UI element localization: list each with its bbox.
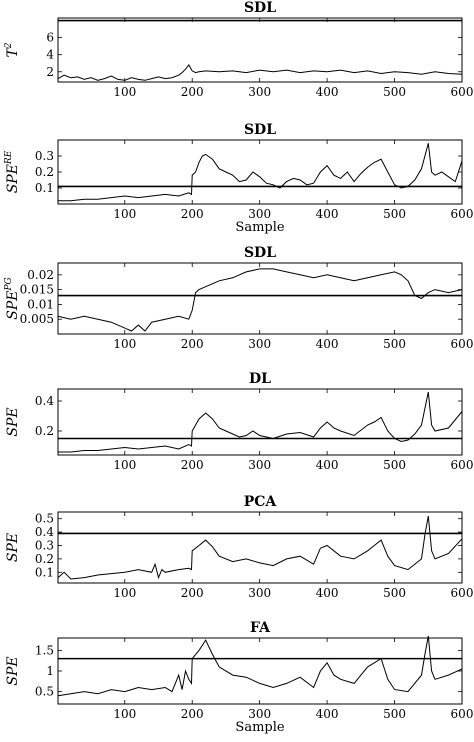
x-tick-label: 300 xyxy=(248,85,271,99)
y-tick-label: 0.1 xyxy=(35,565,54,579)
x-tick-label: 400 xyxy=(316,586,339,600)
plot-frame xyxy=(57,139,463,205)
x-tick-label: 600 xyxy=(451,586,474,600)
y-tick-label: 1.5 xyxy=(35,643,54,657)
series-line-1 xyxy=(57,635,463,697)
panel-1: SDL 100 200 300 400 500 600 2 4 6 T2 xyxy=(4,0,473,99)
y-tick-label: 0.2 xyxy=(35,165,54,179)
y-axis-label: SPERE xyxy=(4,150,21,193)
x-tick-label: 500 xyxy=(383,707,406,721)
x-tick-label: 600 xyxy=(451,337,474,351)
series-line-1 xyxy=(58,143,463,202)
y-tick-label: 0.015 xyxy=(20,283,54,297)
x-tick-label: 600 xyxy=(451,707,474,721)
y-tick-label: 0.02 xyxy=(27,268,54,282)
x-tick-label: 200 xyxy=(181,586,204,600)
panel-title: PCA xyxy=(244,494,278,510)
panel-5: PCA 100 200 300 400 500 600 0.10.20.30.40.5 SPE xyxy=(5,494,473,600)
y-tick-label: 4 xyxy=(46,48,54,62)
x-tick-label: 500 xyxy=(383,458,406,472)
x-tick-label: 400 xyxy=(316,207,339,221)
y-axis-label: SPE xyxy=(5,407,21,436)
series-line-1 xyxy=(58,391,463,453)
x-tick-label: 200 xyxy=(181,85,204,99)
x-tick-label: 600 xyxy=(451,85,474,99)
y-tick-label: 0.4 xyxy=(35,394,54,408)
x-axis-label: Sample xyxy=(235,720,284,735)
x-tick-label: 500 xyxy=(383,337,406,351)
panel-title: SDL xyxy=(244,122,276,138)
series-line-1 xyxy=(57,63,463,81)
panel-title: FA xyxy=(250,620,271,636)
x-tick-label: 300 xyxy=(248,707,271,721)
x-tick-label: 600 xyxy=(451,207,474,221)
panel-title: SDL xyxy=(244,245,276,261)
x-tick-label: 300 xyxy=(248,207,271,221)
y-tick-label: 0.01 xyxy=(27,297,54,311)
x-tick-label: 100 xyxy=(113,707,136,721)
x-tick-label: 100 xyxy=(113,207,136,221)
series-line-1 xyxy=(57,515,463,580)
x-tick-label: 500 xyxy=(383,586,406,600)
panel-4: DL 100 200 300 400 500 600 0.2 0.4 SPE xyxy=(5,371,473,472)
x-tick-label: 500 xyxy=(383,207,406,221)
panel-6: FA 100 200 300 400 500 600 0.5 1 1.5 SPE Sample xyxy=(5,620,473,735)
y-tick-label: 0.5 xyxy=(35,685,54,699)
x-tick-label: 400 xyxy=(316,707,339,721)
y-axis-label: SPEPG xyxy=(4,277,21,319)
plot-frame xyxy=(57,262,463,335)
y-tick-label: 6 xyxy=(46,31,54,45)
x-tick-label: 500 xyxy=(383,85,406,99)
x-tick-label: 100 xyxy=(113,586,136,600)
panel-2: SDL 100 200 300 400 500 600 0.1 0.2 0.3 SPERE Sampl… xyxy=(4,122,473,235)
y-axis-label: SPE xyxy=(5,533,21,562)
x-tick-label: 300 xyxy=(248,337,271,351)
x-tick-label: 600 xyxy=(451,458,474,472)
y-tick-label: 0.4 xyxy=(35,525,54,539)
x-tick-label: 200 xyxy=(181,458,204,472)
x-tick-label: 400 xyxy=(316,85,339,99)
x-tick-label: 300 xyxy=(248,458,271,472)
y-tick-label: 1 xyxy=(46,664,54,678)
y-tick-label: 0.5 xyxy=(35,512,54,526)
x-tick-label: 200 xyxy=(181,207,204,221)
y-tick-label: 0.3 xyxy=(35,149,54,163)
y-tick-label: 0.005 xyxy=(20,312,54,326)
x-tick-label: 100 xyxy=(113,337,136,351)
x-tick-label: 400 xyxy=(316,337,339,351)
y-tick-label: 0.2 xyxy=(35,552,54,566)
y-tick-label: 0.3 xyxy=(35,538,54,552)
plot-frame xyxy=(57,637,463,705)
x-tick-label: 200 xyxy=(181,337,204,351)
y-tick-label: 0.2 xyxy=(35,424,54,438)
panel-title: SDL xyxy=(244,0,276,16)
y-tick-label: 0.1 xyxy=(35,181,54,195)
x-axis-label: Sample xyxy=(235,220,284,235)
y-tick-label: 2 xyxy=(46,65,54,79)
y-axis-label: T2 xyxy=(4,42,21,57)
x-tick-label: 100 xyxy=(113,458,136,472)
plot-frame xyxy=(57,511,463,584)
x-tick-label: 100 xyxy=(113,85,136,99)
y-axis-label: SPE xyxy=(5,656,21,685)
x-tick-label: 400 xyxy=(316,458,339,472)
panel-title: DL xyxy=(249,371,271,387)
x-tick-label: 200 xyxy=(181,707,204,721)
x-tick-label: 300 xyxy=(248,586,271,600)
series-line-1 xyxy=(57,268,463,332)
plot-frame xyxy=(57,388,463,456)
